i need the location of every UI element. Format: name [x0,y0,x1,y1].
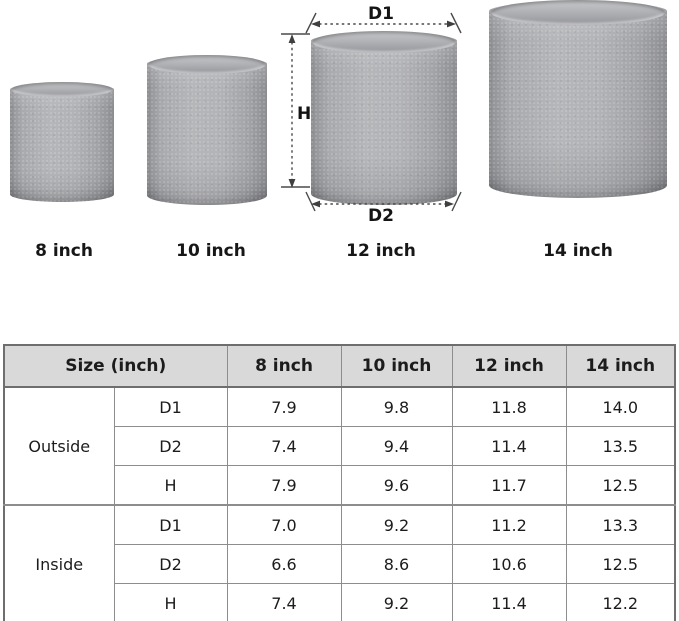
value-cell: 6.6 [226,544,342,584]
arrowhead-icon [447,20,456,28]
dim-label-d1: D1 [368,4,394,24]
value-cell: 7.4 [226,583,342,621]
value-cell: 10.6 [451,544,567,584]
row-group-label-inside: Inside [3,504,115,621]
value-cell: 13.5 [565,426,676,466]
table-row: H 7.4 9.2 11.4 12.2 [4,583,676,621]
col-header-size: Size (inch) [3,344,228,388]
value-cell: 14.0 [565,386,676,427]
arrowhead-icon [288,179,296,188]
col-header-10-inch: 10 inch [340,344,453,388]
value-cell: 8.6 [340,544,453,584]
value-cell: 11.8 [451,386,567,427]
value-cell: 11.4 [451,583,567,621]
pot-image-12-inch [311,31,457,205]
row-group-label-outside: Outside [3,386,115,506]
dim-label-cell: D1 [113,504,228,545]
value-cell: 12.5 [565,465,676,506]
table-row: D2 6.6 8.6 10.6 12.5 [4,544,676,584]
arrowhead-icon [311,20,320,28]
dim-label-d2: D2 [368,206,394,226]
dim-label-h: H [297,104,311,124]
value-cell: 12.2 [565,583,676,621]
value-cell: 11.2 [451,504,567,545]
value-cell: 12.5 [565,544,676,584]
arrowhead-icon [311,200,320,208]
pot-size-label-10: 10 inch [176,241,246,261]
value-cell: 11.7 [451,465,567,506]
col-header-8-inch: 8 inch [226,344,342,388]
value-cell: 9.6 [340,465,453,506]
extension-tick [450,12,462,34]
value-cell: 11.4 [451,426,567,466]
value-cell: 9.2 [340,504,453,545]
pot-image-14-inch [489,0,667,198]
table-row: Outside D1 7.9 9.8 11.8 14.0 [3,386,676,506]
value-cell: 9.8 [340,386,453,427]
pot-image-8-inch [10,82,114,202]
value-cell: 9.2 [340,583,453,621]
dim-label-cell: D2 [113,544,228,584]
pot-image-10-inch [147,55,267,205]
dim-label-cell: D1 [113,386,228,427]
col-header-12-inch: 12 inch [451,344,567,388]
col-header-14-inch: 14 inch [565,344,676,388]
table-row: D2 7.4 9.4 11.4 13.5 [4,426,676,466]
dim-label-cell: H [113,583,228,621]
table-header-row: Size (inch) 8 inch 10 inch 12 inch 14 in… [3,344,676,388]
value-cell: 7.0 [226,504,342,545]
extension-tick [305,12,317,34]
value-cell: 9.4 [340,426,453,466]
arrowhead-icon [445,200,454,208]
value-cell: 7.9 [226,465,342,506]
pot-size-label-14: 14 inch [543,241,613,261]
pot-size-label-8: 8 inch [35,241,93,261]
dim-label-cell: H [113,465,228,506]
size-spec-table: Size (inch) 8 inch 10 inch 12 inch 14 in… [3,344,676,621]
dim-label-cell: D2 [113,426,228,466]
value-cell: 7.9 [226,386,342,427]
table-row: H 7.9 9.6 11.7 12.5 [4,465,676,506]
pot-size-label-12: 12 inch [346,241,416,261]
value-cell: 7.4 [226,426,342,466]
arrowhead-icon [288,34,296,43]
value-cell: 13.3 [565,504,676,545]
table-row: Inside D1 7.0 9.2 11.2 13.3 [3,504,676,621]
